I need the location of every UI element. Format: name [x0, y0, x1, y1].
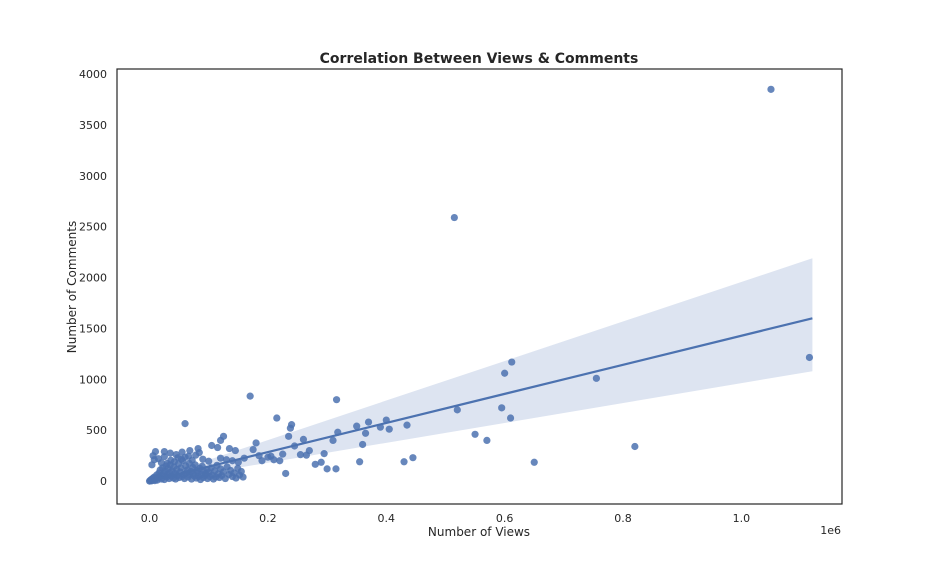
data-point	[305, 446, 313, 455]
data-point	[151, 448, 160, 456]
data-point	[631, 442, 639, 451]
data-point	[592, 374, 600, 382]
data-point	[805, 353, 814, 362]
x-axis-ticks: 0.0 0.2 0.4 0.6 0.8 1.0	[141, 512, 750, 525]
y-tick-label: 0	[100, 475, 107, 488]
data-point	[483, 436, 491, 444]
data-point	[501, 369, 509, 377]
data-point	[471, 430, 479, 438]
x-tick-label: 0.2	[259, 512, 277, 525]
data-point	[282, 469, 290, 478]
data-point	[249, 445, 257, 454]
data-point	[231, 446, 239, 455]
data-point	[530, 458, 538, 466]
data-point	[166, 449, 174, 457]
data-point	[252, 439, 260, 447]
data-point	[225, 444, 234, 453]
data-point	[246, 392, 254, 400]
data-point	[356, 458, 364, 466]
data-point	[214, 443, 222, 452]
data-point	[219, 432, 228, 440]
data-point	[453, 406, 461, 414]
data-point	[239, 473, 247, 481]
data-point	[409, 454, 417, 462]
regression-line	[149, 317, 813, 483]
data-point	[359, 440, 367, 449]
data-point	[385, 425, 393, 433]
y-tick-label: 500	[86, 424, 107, 437]
y-tick-label: 4000	[79, 68, 107, 81]
data-point	[188, 456, 196, 464]
data-point	[194, 444, 202, 453]
regression-line-layer	[149, 317, 813, 483]
data-point	[364, 418, 373, 426]
y-axis-label: Number of Comments	[65, 221, 79, 353]
data-point	[296, 451, 305, 459]
x-tick-label: 0.0	[141, 512, 159, 525]
data-point	[506, 414, 515, 422]
data-point	[317, 458, 325, 466]
data-point	[237, 467, 245, 476]
data-point	[508, 358, 516, 366]
data-point	[329, 436, 337, 444]
data-point	[287, 421, 296, 429]
data-point	[181, 420, 189, 428]
data-point	[178, 448, 186, 456]
data-point	[400, 458, 408, 466]
data-point	[205, 457, 213, 465]
y-tick-label: 1000	[79, 373, 107, 386]
data-point	[270, 456, 278, 464]
data-point	[279, 450, 287, 458]
data-point	[498, 404, 506, 412]
data-point	[450, 213, 458, 222]
data-point	[285, 432, 293, 440]
data-point	[258, 457, 266, 465]
x-tick-label: 1.0	[733, 512, 751, 525]
x-axis-offset-label: 1e6	[820, 524, 841, 537]
data-point	[172, 451, 180, 459]
y-tick-label: 2500	[79, 221, 107, 234]
confidence-band	[149, 258, 813, 483]
y-tick-label: 3000	[79, 170, 107, 183]
data-point	[311, 460, 319, 468]
data-point	[160, 448, 168, 456]
data-point	[276, 457, 284, 465]
y-tick-label: 1500	[79, 322, 107, 335]
x-tick-label: 0.6	[496, 512, 514, 525]
data-point	[403, 421, 411, 429]
data-point	[273, 414, 281, 422]
data-point	[208, 441, 216, 450]
data-point	[361, 429, 370, 437]
y-tick-label: 3500	[79, 119, 107, 132]
data-point	[216, 454, 225, 462]
data-point	[353, 422, 361, 430]
y-tick-label: 2000	[79, 272, 107, 285]
data-point	[320, 450, 328, 458]
data-point	[186, 446, 194, 455]
confidence-band-layer	[149, 258, 813, 483]
data-point	[332, 396, 341, 404]
plot-frame	[116, 68, 843, 505]
x-tick-label: 0.8	[614, 512, 632, 525]
data-point	[219, 468, 228, 476]
chart-title: Correlation Between Views & Comments	[320, 51, 639, 67]
x-tick-label: 0.4	[378, 512, 396, 525]
data-point	[299, 435, 308, 443]
data-point	[767, 85, 775, 93]
data-point	[332, 465, 340, 473]
data-point	[157, 459, 165, 467]
data-point	[199, 455, 207, 463]
x-axis-label: Number of Views	[428, 525, 530, 539]
y-axis-ticks: 0 500 1000 1500 2000 2500 3000 3500 4000	[79, 68, 107, 488]
data-point	[160, 453, 168, 461]
data-point	[323, 465, 331, 473]
